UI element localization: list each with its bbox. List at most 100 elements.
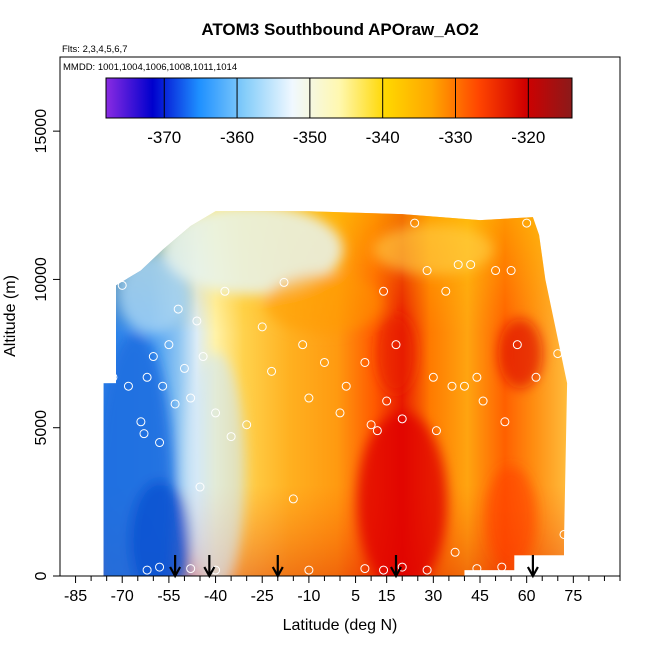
observation-point xyxy=(319,357,329,367)
observation-point xyxy=(195,482,205,492)
observation-point xyxy=(170,399,180,409)
x-tick-label: -40 xyxy=(204,588,227,605)
observation-point xyxy=(186,393,196,403)
x-tick-label: 5 xyxy=(351,588,360,605)
surface-blob xyxy=(162,211,343,295)
observation-point xyxy=(382,396,392,406)
observation-point xyxy=(422,565,432,575)
observation-point xyxy=(136,417,146,427)
observation-point xyxy=(372,426,382,436)
observation-point xyxy=(450,547,460,557)
colorbar-tick-label: -330 xyxy=(438,128,472,147)
x-tick-label: 60 xyxy=(518,588,536,605)
colorbar-tick-label: -350 xyxy=(293,128,327,147)
surface-blob xyxy=(118,254,189,335)
observation-point xyxy=(500,417,510,427)
observation-point xyxy=(148,352,158,362)
observation-point xyxy=(279,277,289,287)
observation-point xyxy=(288,494,298,504)
x-axis-label: Latitude (deg N) xyxy=(283,617,398,634)
y-axis-label: Altitude (m) xyxy=(2,275,19,357)
observation-point xyxy=(506,266,516,276)
observation-point xyxy=(142,565,152,575)
observation-point xyxy=(379,565,389,575)
transect-arrows xyxy=(169,555,539,579)
observation-point xyxy=(211,408,221,418)
surface-blob xyxy=(498,318,543,389)
observation-point xyxy=(142,372,152,382)
observation-point xyxy=(453,260,463,270)
observation-point xyxy=(531,372,541,382)
observation-point xyxy=(117,280,127,290)
observation-point xyxy=(447,381,457,391)
x-axis: -85 -70 -55 -40 -25 -10 5 15 30 45 60 75 xyxy=(64,576,621,605)
x-tick-label: 15 xyxy=(378,588,396,605)
observation-point xyxy=(226,432,236,442)
x-tick-label: -55 xyxy=(157,588,180,605)
observation-point xyxy=(366,420,376,430)
surface-blob xyxy=(185,352,246,576)
colorbar-tick-label: -320 xyxy=(511,128,545,147)
surface-blob xyxy=(373,224,494,275)
observation-point xyxy=(431,426,441,436)
observation-point xyxy=(512,340,522,350)
observation-point xyxy=(397,562,407,572)
x-tick-label: 30 xyxy=(424,588,442,605)
observation-point xyxy=(441,286,451,296)
observation-point xyxy=(198,352,208,362)
y-tick-label: 10000 xyxy=(33,257,50,302)
flights-note: Flts: 2,3,4,5,6,7 xyxy=(62,44,127,55)
observation-point xyxy=(522,218,532,228)
x-tick-label: -10 xyxy=(297,588,320,605)
observation-point xyxy=(298,340,308,350)
y-axis: 0 5000 10000 15000 xyxy=(33,109,60,580)
observation-point xyxy=(257,322,267,332)
observation-point xyxy=(497,562,507,572)
observation-point xyxy=(267,366,277,376)
observation-point xyxy=(139,429,149,439)
colorbar xyxy=(105,77,573,119)
observation-point xyxy=(304,393,314,403)
colorbar-ticks: -370 -360 -350 -340 -330 -320 xyxy=(147,78,545,147)
observation-point xyxy=(459,381,469,391)
observation-point xyxy=(341,381,351,391)
observation-point xyxy=(108,372,118,382)
observation-point xyxy=(335,408,345,418)
observation-point xyxy=(102,363,112,373)
surface-blob xyxy=(486,466,537,567)
observation-point xyxy=(559,529,569,539)
observation-point xyxy=(186,564,196,574)
observation-point xyxy=(123,381,133,391)
observation-point xyxy=(410,218,420,228)
observation-point xyxy=(304,565,314,575)
y-tick-label: 0 xyxy=(33,571,50,580)
surface-blob xyxy=(103,331,175,576)
observation-point xyxy=(192,316,202,326)
observation-point xyxy=(472,372,482,382)
surface-blob xyxy=(129,480,190,576)
observation-point xyxy=(360,357,370,367)
y-tick-label: 15000 xyxy=(33,109,50,154)
observation-point xyxy=(472,564,482,574)
observation-point xyxy=(242,420,252,430)
observation-point xyxy=(155,562,165,572)
observation-point xyxy=(466,260,476,270)
observation-point xyxy=(553,349,563,359)
observation-point xyxy=(428,372,438,382)
colorbar-tick-label: -370 xyxy=(147,128,181,147)
observation-point xyxy=(155,438,165,448)
observation-point xyxy=(379,286,389,296)
observation-point xyxy=(220,286,230,296)
observation-point xyxy=(158,381,168,391)
transect-arrow xyxy=(526,555,539,579)
x-tick-label: 45 xyxy=(471,588,489,605)
observation-point xyxy=(478,396,488,406)
x-tick-label: 75 xyxy=(564,588,582,605)
y-tick-label: 5000 xyxy=(33,410,50,446)
surface-blob xyxy=(376,313,416,394)
surface-blob xyxy=(357,411,448,576)
dates-note: MMDD: 1001,1004,1006,1008,1011,1014 xyxy=(63,62,237,73)
observation-point xyxy=(173,304,183,314)
chart-title: ATOM3 Southbound APOraw_AO2 xyxy=(201,20,478,39)
